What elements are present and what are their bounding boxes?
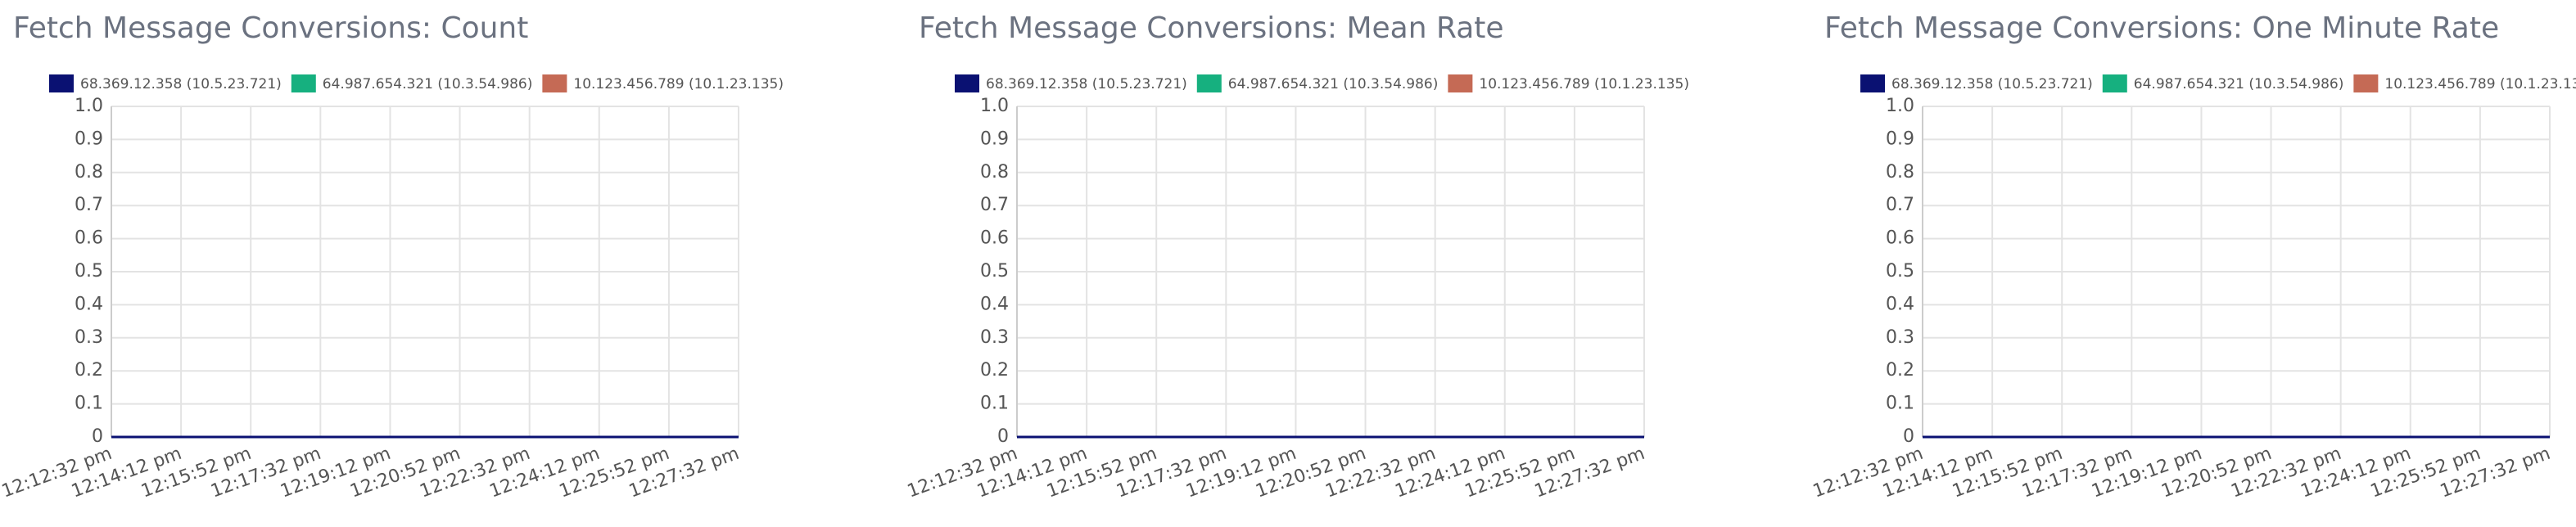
- y-tick-label: 1.0: [75, 96, 103, 116]
- legend-label: 10.123.456.789 (10.1.23.135): [2384, 76, 2576, 92]
- y-tick-label: 0.6: [1886, 228, 1914, 249]
- y-tick-label: 0.9: [980, 128, 1009, 149]
- y-tick-label: 0.6: [980, 228, 1009, 249]
- legend-label: 10.123.456.789 (10.1.23.135): [1479, 76, 1689, 92]
- y-tick-label: 0.8: [1886, 162, 1914, 182]
- legend-label: 68.369.12.358 (10.5.23.721): [1891, 76, 2093, 92]
- legend-label: 64.987.654.321 (10.3.54.986): [1228, 76, 1439, 92]
- y-tick-label: 0.3: [1886, 327, 1914, 348]
- y-tick-label: 0.2: [75, 360, 103, 381]
- legend-label: 10.123.456.789 (10.1.23.135): [573, 76, 784, 92]
- legend-label: 64.987.654.321 (10.3.54.986): [323, 76, 533, 92]
- y-tick-label: 0.2: [980, 360, 1009, 381]
- legend-swatch: [2102, 74, 2127, 92]
- y-tick-label: 0.1: [980, 394, 1009, 414]
- legend-swatch: [542, 74, 567, 92]
- y-tick-label: 0.7: [75, 195, 103, 215]
- y-tick-label: 0: [92, 426, 103, 447]
- y-tick-label: 0.4: [980, 294, 1009, 314]
- y-tick-label: 0.5: [75, 261, 103, 282]
- y-tick-label: 0.3: [75, 327, 103, 348]
- y-tick-label: 0.1: [1886, 394, 1914, 414]
- chart-title: Fetch Message Conversions: Count: [13, 11, 528, 45]
- legend-swatch: [1196, 74, 1222, 92]
- y-tick-label: 0.9: [75, 128, 103, 149]
- legend-swatch: [2353, 74, 2379, 92]
- chart-title: Fetch Message Conversions: One Minute Ra…: [1824, 11, 2499, 45]
- y-tick-label: 0.8: [75, 162, 103, 182]
- y-tick-label: 0.1: [75, 394, 103, 414]
- y-tick-label: 0.2: [1886, 360, 1914, 381]
- legend-swatch: [1448, 74, 1473, 92]
- y-tick-label: 0.9: [1886, 128, 1914, 149]
- y-tick-label: 0.5: [1886, 261, 1914, 282]
- y-tick-label: 1.0: [1886, 96, 1914, 116]
- legend-swatch: [291, 74, 316, 92]
- legend-label: 68.369.12.358 (10.5.23.721): [986, 76, 1187, 92]
- y-tick-label: 0.7: [1886, 195, 1914, 215]
- y-tick-label: 0.8: [980, 162, 1009, 182]
- y-tick-label: 0: [1903, 426, 1914, 447]
- y-tick-label: 0.4: [1886, 294, 1914, 314]
- legend-swatch: [49, 74, 74, 92]
- legend-label: 64.987.654.321 (10.3.54.986): [2134, 76, 2344, 92]
- y-tick-label: 0.5: [980, 261, 1009, 282]
- chart-title: Fetch Message Conversions: Mean Rate: [919, 11, 1504, 45]
- y-tick-label: 0.7: [980, 195, 1009, 215]
- y-tick-label: 0.3: [980, 327, 1009, 348]
- legend-label: 68.369.12.358 (10.5.23.721): [80, 76, 282, 92]
- y-tick-label: 1.0: [980, 96, 1009, 116]
- legend-swatch: [955, 74, 979, 92]
- y-tick-label: 0: [997, 426, 1009, 447]
- legend-swatch: [1860, 74, 1885, 92]
- y-tick-label: 0.6: [75, 228, 103, 249]
- y-tick-label: 0.4: [75, 294, 103, 314]
